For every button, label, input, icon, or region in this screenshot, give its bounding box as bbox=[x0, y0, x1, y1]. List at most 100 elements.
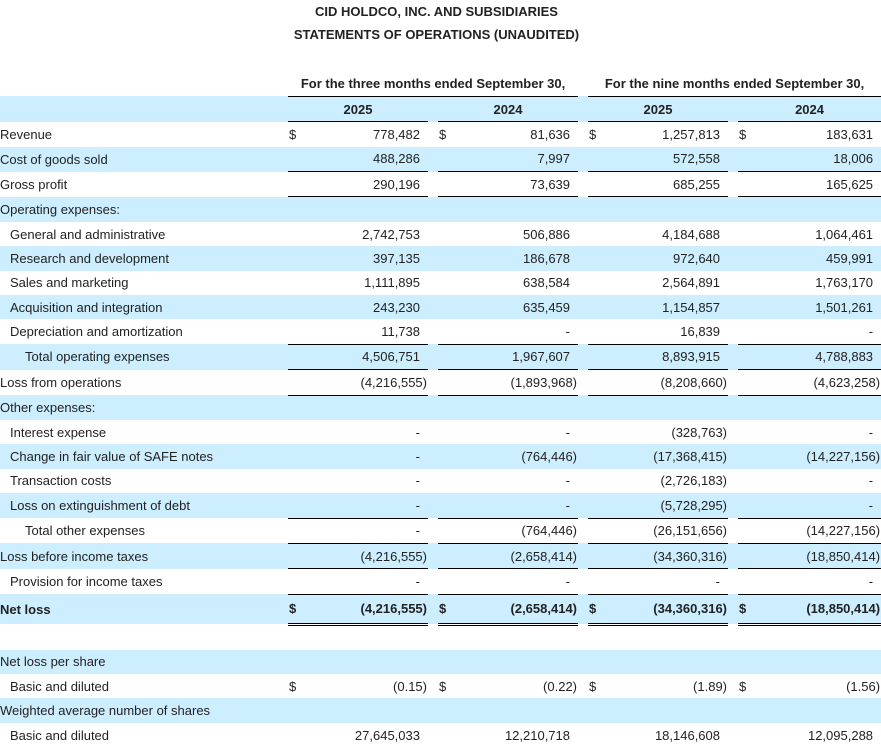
table-row: Weighted average number of shares bbox=[0, 698, 881, 723]
table-row: Net loss $ (4,216,555) $ (2,658,414) $ (34,360… bbox=[0, 594, 881, 626]
row-label: Transaction costs bbox=[10, 473, 112, 489]
row-label: Basic and diluted bbox=[10, 727, 110, 743]
currency-symbol bbox=[738, 319, 759, 345]
currency-symbol bbox=[438, 649, 458, 675]
value-cell: 2,564,891 bbox=[662, 275, 721, 291]
currency-symbol bbox=[438, 271, 458, 295]
currency-symbol bbox=[738, 568, 759, 595]
currency-symbol bbox=[288, 369, 308, 396]
currency-symbol bbox=[438, 469, 458, 493]
currency-symbol bbox=[438, 395, 458, 420]
currency-symbol bbox=[738, 493, 759, 519]
currency-symbol bbox=[738, 295, 759, 320]
value-cell: 397,135 bbox=[308, 246, 428, 271]
currency-symbol bbox=[738, 246, 759, 271]
value-cell: 11,738 bbox=[308, 319, 428, 345]
value-cell: 1,064,461 bbox=[815, 226, 874, 242]
value-cell: 186,678 bbox=[458, 246, 579, 271]
table-row: Total other expenses - (764,446) (26,151,65… bbox=[0, 518, 881, 544]
row-label: Total operating expenses bbox=[0, 344, 288, 370]
row-label: Acquisition and integration bbox=[0, 295, 288, 320]
statement-title: STATEMENTS OF OPERATIONS (UNAUDITED) bbox=[293, 27, 580, 42]
currency-symbol bbox=[588, 395, 609, 420]
value-cell: - bbox=[415, 424, 420, 440]
currency-symbol bbox=[438, 444, 458, 469]
currency-symbol bbox=[438, 246, 458, 271]
currency-symbol bbox=[288, 698, 308, 723]
currency-symbol bbox=[288, 493, 308, 519]
currency-symbol bbox=[288, 271, 308, 295]
value-cell: 2,742,753 bbox=[362, 226, 420, 242]
row-label: Basic and diluted bbox=[10, 678, 110, 694]
value-cell: - bbox=[308, 493, 428, 519]
value-cell: (14,227,156) bbox=[758, 444, 881, 469]
currency-symbol bbox=[288, 196, 308, 222]
currency-symbol: $ bbox=[588, 594, 609, 626]
value-cell: 972,640 bbox=[608, 246, 729, 271]
value-cell bbox=[308, 698, 428, 723]
currency-symbol bbox=[438, 420, 458, 444]
currency-symbol bbox=[738, 469, 758, 493]
row-label: Change in fair value of SAFE notes bbox=[0, 444, 288, 469]
table-row: Operating expenses: bbox=[0, 196, 881, 222]
currency-symbol bbox=[438, 568, 458, 595]
value-cell: - bbox=[608, 568, 729, 595]
currency-symbol bbox=[738, 649, 759, 675]
table-row: Gross profit 290,196 73,639 685,255 165,625 bbox=[0, 171, 881, 198]
currency-symbol bbox=[288, 246, 308, 271]
value-cell: (34,360,316) bbox=[608, 543, 729, 570]
value-cell: 459,991 bbox=[758, 246, 881, 271]
year-header: 2025 bbox=[588, 96, 729, 123]
value-cell bbox=[758, 196, 881, 222]
currency-symbol bbox=[438, 369, 458, 396]
value-cell: - bbox=[308, 518, 428, 544]
table-row: Loss from operations (4,216,555) (1,893,96… bbox=[0, 369, 881, 396]
value-cell: 4,788,883 bbox=[758, 344, 881, 371]
value-cell: 4,506,751 bbox=[308, 344, 428, 371]
table-row: Research and development 397,135 186,678 97… bbox=[0, 246, 881, 271]
table-row bbox=[0, 624, 881, 650]
currency-symbol bbox=[588, 649, 609, 675]
currency-symbol bbox=[738, 171, 759, 198]
currency-symbol bbox=[588, 493, 609, 519]
value-cell: (18,850,414) bbox=[758, 543, 881, 570]
value-cell: (1.89) bbox=[693, 678, 728, 694]
currency-symbol: $ bbox=[589, 126, 597, 142]
table-row: Change in fair value of SAFE notes - (764,… bbox=[0, 444, 881, 469]
row-label: Sales and marketing bbox=[10, 275, 129, 291]
value-cell: 1,154,857 bbox=[608, 295, 729, 320]
currency-symbol bbox=[588, 344, 609, 371]
currency-symbol bbox=[738, 222, 758, 246]
row-label: Cost of goods sold bbox=[0, 146, 288, 172]
currency-symbol bbox=[738, 698, 759, 723]
currency-symbol: $ bbox=[288, 594, 308, 626]
value-cell: - bbox=[458, 319, 579, 345]
value-cell bbox=[458, 196, 579, 222]
value-cell: 290,196 bbox=[308, 171, 428, 198]
currency-symbol bbox=[738, 420, 758, 444]
value-cell: 18,146,608 bbox=[654, 727, 721, 743]
value-cell: (1,893,968) bbox=[458, 369, 579, 396]
value-cell: (2,726,183) bbox=[660, 473, 728, 489]
value-cell: 12,095,288 bbox=[807, 727, 874, 743]
value-cell: (2,658,414) bbox=[458, 594, 579, 626]
row-label: Revenue bbox=[0, 126, 53, 142]
currency-symbol: $ bbox=[738, 594, 759, 626]
currency-symbol bbox=[288, 222, 308, 246]
currency-symbol bbox=[438, 698, 458, 723]
currency-symbol bbox=[288, 469, 308, 493]
value-cell: - bbox=[758, 493, 881, 519]
year-header: 2025 bbox=[288, 96, 428, 123]
currency-symbol: $ bbox=[439, 678, 447, 694]
value-cell: - bbox=[308, 568, 428, 595]
year-header: 2024 bbox=[738, 96, 881, 123]
table-row: Cost of goods sold 488,286 7,997 572,558 18,… bbox=[0, 146, 881, 173]
table-row: Total operating expenses 4,506,751 1,967,6… bbox=[0, 344, 881, 371]
currency-symbol bbox=[738, 518, 759, 544]
currency-symbol bbox=[588, 469, 608, 493]
value-cell: 8,893,915 bbox=[608, 344, 729, 371]
currency-symbol bbox=[588, 171, 609, 198]
currency-symbol: $ bbox=[289, 126, 297, 142]
currency-symbol bbox=[738, 271, 758, 295]
currency-symbol bbox=[588, 698, 609, 723]
